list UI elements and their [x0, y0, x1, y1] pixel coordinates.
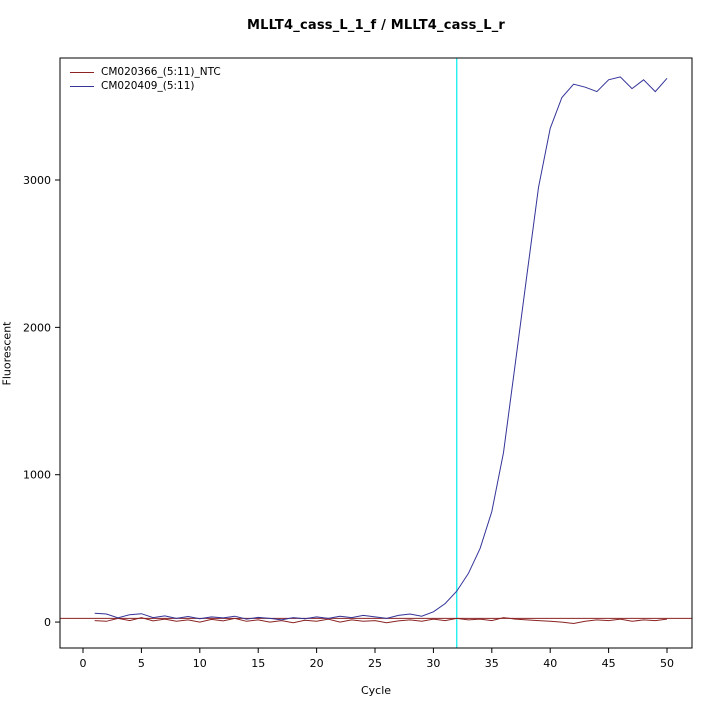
x-tick-label: 10 [193, 657, 207, 670]
legend-label-ntc: CM020366_(5:11)_NTC [101, 66, 221, 78]
plot-border [59, 57, 693, 649]
legend-label-sample: CM020409_(5:11) [101, 80, 195, 92]
x-tick-label: 45 [602, 657, 616, 670]
x-tick-label: 50 [660, 657, 674, 670]
x-tick-label: 20 [310, 657, 324, 670]
chart-title: MLLT4_cass_L_1_f / MLLT4_cass_L_r [246, 18, 506, 33]
x-tick-label: 0 [80, 657, 87, 670]
x-tick-label: 25 [368, 657, 382, 670]
x-tick-label: 35 [485, 657, 499, 670]
legend-item-sample: CM020409_(5:11) [70, 79, 221, 93]
x-tick-label: 15 [251, 657, 265, 670]
y-tick-label: 2000 [23, 321, 51, 334]
x-tick-label: 40 [543, 657, 557, 670]
series-line-1 [94, 76, 668, 621]
y-tick-label: 3000 [23, 174, 51, 187]
legend-item-ntc: CM020366_(5:11)_NTC [70, 65, 221, 79]
sample-line-swatch [70, 85, 94, 87]
y-tick-label: 0 [44, 616, 51, 629]
y-tick-label: 1000 [23, 469, 51, 482]
legend: CM020366_(5:11)_NTC CM020409_(5:11) [70, 65, 221, 93]
x-tick-label: 5 [138, 657, 145, 670]
x-axis-label: Cycle [360, 684, 392, 697]
x-tick-label: 30 [426, 657, 440, 670]
series-line-0 [94, 617, 668, 625]
ntc-line-swatch [70, 71, 94, 73]
